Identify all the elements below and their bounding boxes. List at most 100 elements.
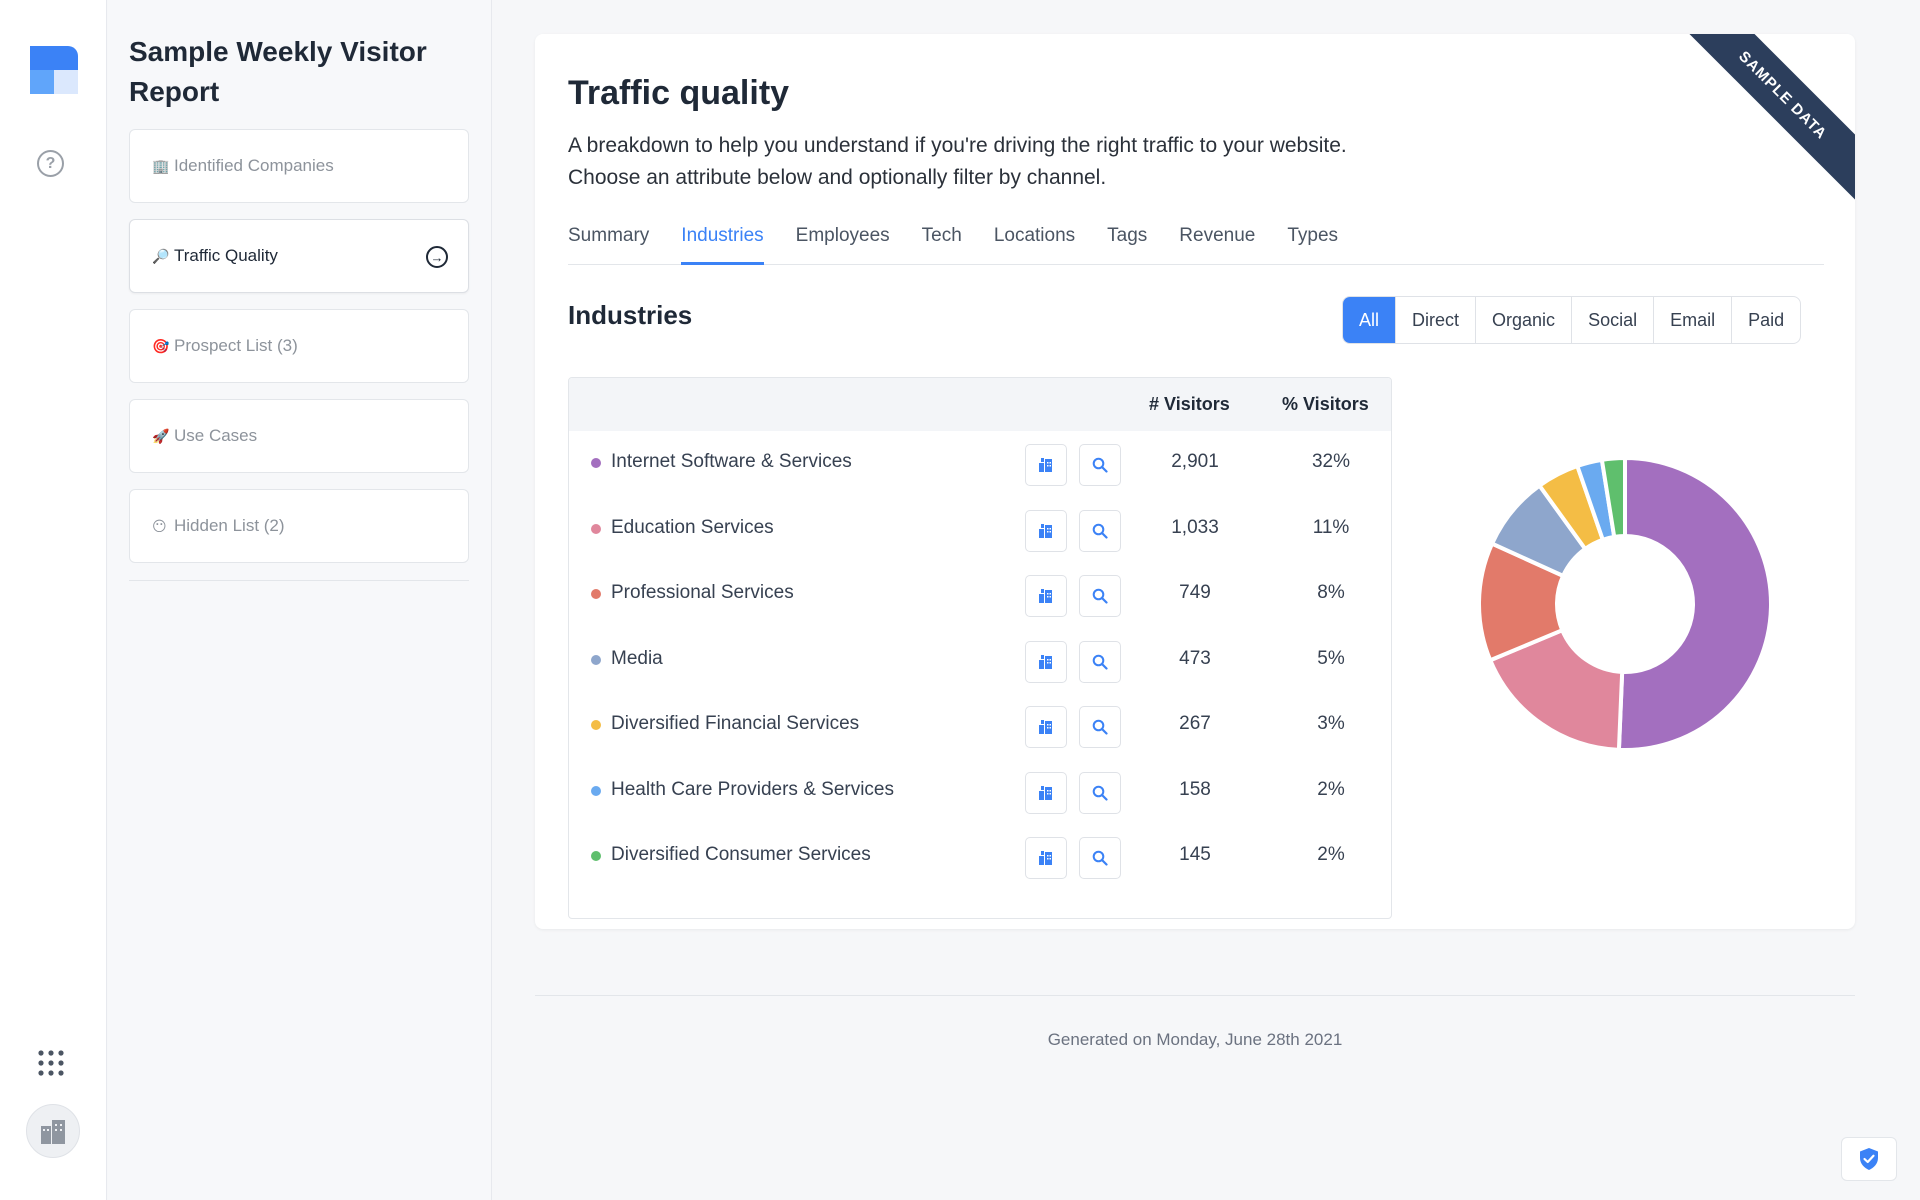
industry-name: Health Care Providers & Services [611,778,894,800]
sidebar-item-label: Prospect List (3) [174,336,298,355]
filter-paid[interactable]: Paid [1748,310,1785,330]
series-color-dot [591,458,601,468]
table-row: Education Services 1,033 11% [569,497,1391,563]
visitor-percent: 8% [1317,582,1345,603]
visitor-percent: 2% [1317,778,1345,800]
industry-name: Diversified Consumer Services [611,844,871,865]
search-icon [1092,457,1108,473]
search-icon [1092,588,1108,604]
search-button[interactable] [1079,509,1121,552]
series-color-dot [591,654,601,665]
sidebar-divider [129,580,469,581]
shield-icon[interactable] [1841,1137,1897,1181]
industry-name: Education Services [611,516,774,538]
visitor-percent: 32% [1311,451,1351,472]
industry-name: Diversified Financial Services [611,713,860,734]
visitor-percent: 11% [1312,516,1350,538]
pie-slice-1[interactable] [1487,627,1625,752]
tab-tags[interactable]: Tags [1107,225,1148,246]
sidebar-item-traffic-quality[interactable]: 🔎 Traffic Quality → [129,219,469,293]
tab-summary[interactable]: Summary [568,225,650,246]
series-color-dot [591,720,601,730]
tab-tech[interactable]: Tech [921,225,962,246]
sidebar-item-label: Traffic Quality [174,246,278,265]
help-icon[interactable]: ? [37,150,64,177]
left-rail: ? [0,0,107,1200]
target-icon: 🎯 [152,337,170,354]
traffic-quality-card: SAMPLE DATA Traffic quality A breakdown … [535,34,1855,929]
visitor-count: 1,033 [1171,516,1219,538]
search-button[interactable] [1079,771,1121,814]
table-body: Internet Software & Services 2,901 32% Educ… [569,431,1391,890]
filter-organic[interactable]: Organic [1476,297,1573,343]
visitor-count: 267 [1179,713,1211,734]
search-icon [1092,785,1108,801]
sidebar-item-label: Identified Companies [174,156,334,175]
industry-name: Media [611,647,663,669]
tab-employees[interactable]: Employees [795,225,890,246]
filter-all[interactable]: All [1343,297,1397,343]
tab-locations[interactable]: Locations [993,225,1076,246]
visitor-count: 158 [1179,778,1211,800]
view-companies-button[interactable] [1025,640,1067,683]
sidebar-item-use-cases[interactable]: 🚀 Use Cases [129,399,469,473]
office-building-icon: 🏢 [152,157,170,174]
view-companies-button[interactable] [1025,509,1067,552]
industry-name: Internet Software & Services [611,451,852,472]
companies-icon [1039,589,1052,603]
table-row: Diversified Financial Services 267 3% [569,693,1391,759]
apps-grid-icon[interactable] [38,1050,64,1076]
table-header: # Visitors % Visitors [569,378,1391,431]
tab-revenue[interactable]: Revenue [1179,225,1256,246]
sidebar-item-identified-companies[interactable]: 🏢 Identified Companies [129,129,469,203]
logo-icon[interactable] [30,46,78,94]
footer-divider [535,995,1855,996]
search-button[interactable] [1079,640,1121,683]
companies-icon [1039,523,1052,538]
industries-table: # Visitors % Visitors Internet Software … [568,377,1392,919]
view-companies-button[interactable] [1025,771,1067,814]
attribute-tabs: Summary Industries Employees Tech Locati… [568,220,1824,265]
industries-donut-chart [1477,455,1773,752]
series-color-dot [591,523,601,534]
search-icon [1092,850,1108,866]
visitor-count: 749 [1179,582,1211,603]
filter-email[interactable]: Email [1654,297,1733,343]
search-icon [1092,523,1108,539]
view-companies-button[interactable] [1025,706,1067,748]
tab-types[interactable]: Types [1287,225,1339,246]
visitor-percent: 3% [1317,713,1345,734]
visitor-percent: 5% [1317,647,1345,669]
search-button[interactable] [1079,444,1121,486]
table-row: Professional Services 749 8% [569,562,1391,628]
description-line-1: A breakdown to help you understand if yo… [568,134,1347,157]
rocket-icon: 🚀 [152,427,170,444]
generated-date: Generated on Monday, June 28th 2021 [1047,1030,1343,1049]
filter-direct[interactable]: Direct [1396,297,1477,343]
channel-filter-group: All Direct Organic Social Email Paid [1342,296,1802,344]
sidebar-item-hidden-list[interactable]: 😶 Hidden List (2) [129,489,469,563]
view-companies-button[interactable] [1025,444,1067,486]
search-button[interactable] [1079,575,1121,617]
search-button[interactable] [1079,837,1121,879]
pie-slice-0[interactable] [1616,455,1773,752]
arrow-right-circle-icon: → [426,246,448,268]
tab-industries[interactable]: Industries [681,220,764,265]
company-avatar-icon[interactable] [26,1104,80,1158]
description-line-2: Choose an attribute below and optionally… [568,166,1107,189]
pie-slice-6[interactable] [1599,455,1627,540]
search-button[interactable] [1079,706,1121,748]
companies-icon [1039,785,1052,800]
sidebar-item-label: Hidden List (2) [174,516,285,535]
sidebar-item-prospect-list[interactable]: 🎯 Prospect List (3) [129,309,469,383]
visitor-count: 473 [1179,647,1211,669]
visitor-count: 145 [1179,844,1211,865]
table-row: Internet Software & Services 2,901 32% [569,431,1391,497]
companies-icon [1039,458,1052,472]
view-companies-button[interactable] [1025,837,1067,879]
filter-social[interactable]: Social [1572,297,1655,343]
view-companies-button[interactable] [1025,575,1067,617]
header-pct-visitors: % Visitors [1282,394,1369,414]
companies-icon [1039,654,1052,669]
visitor-percent: 2% [1317,844,1345,865]
